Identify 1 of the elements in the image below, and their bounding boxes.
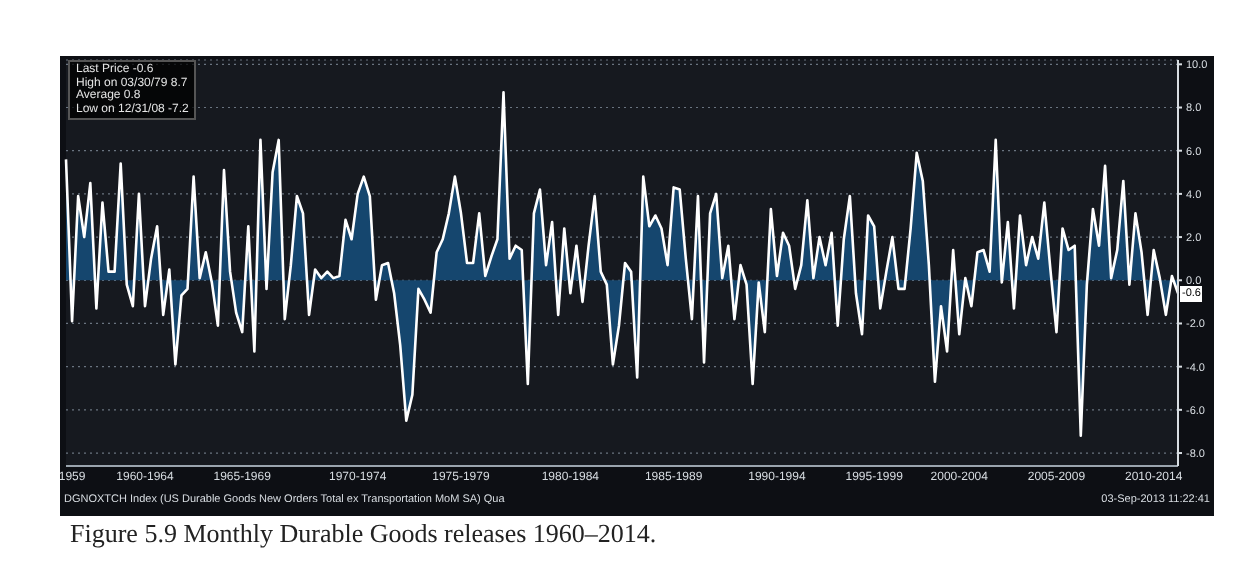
text: Figure 5.9 Monthly Durable Goods releases 1960–2014. bbox=[70, 518, 657, 548]
